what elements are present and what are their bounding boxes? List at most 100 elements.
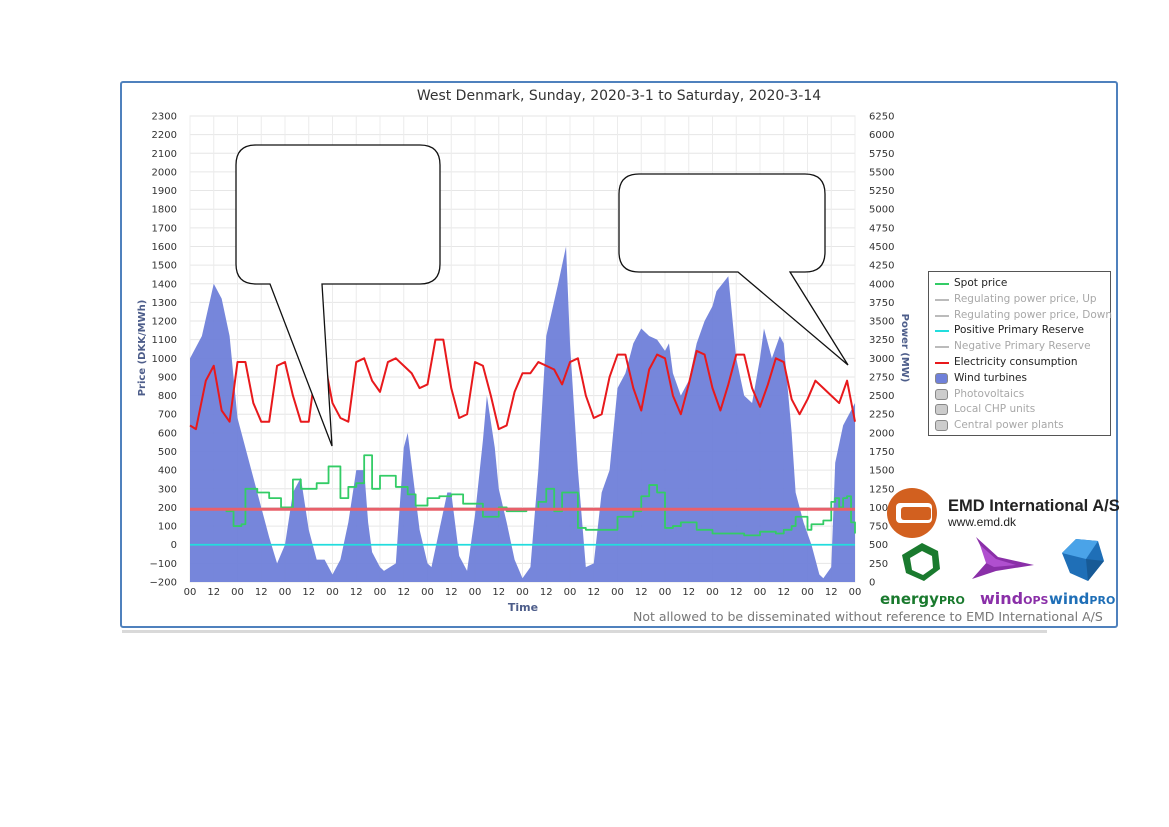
energypro-logo-icon (902, 543, 940, 581)
left-tick-label: 1100 (152, 335, 177, 346)
legend-line-swatch (935, 283, 949, 285)
left-tick-label: 2000 (152, 167, 177, 178)
speech-bubble-right (618, 173, 849, 366)
right-tick-label: 3000 (869, 354, 894, 365)
legend-label: Positive Primary Reserve (954, 324, 1084, 337)
x-tick-label: 00 (374, 587, 387, 598)
logos (887, 488, 1104, 581)
legend-box-swatch (935, 388, 948, 400)
right-tick-label: 5250 (869, 186, 894, 197)
legend-line-swatch (935, 361, 949, 364)
x-tick-label: 00 (231, 587, 244, 598)
windops-logo-icon (972, 537, 1034, 579)
right-tick-label: 4750 (869, 223, 894, 234)
left-tick-label: 1500 (152, 261, 177, 272)
x-axis-title: Time (508, 601, 538, 614)
legend-line-swatch (935, 314, 949, 317)
left-axis-ticks: −200 −100 0 100 200 300 400 500 600 700 800 900 1000… (150, 112, 177, 589)
legend-line-swatch (935, 298, 949, 301)
legend-item-regulating-power-price-up[interactable]: Regulating power price, Up (933, 292, 1110, 308)
right-tick-label: 5750 (869, 149, 894, 160)
frame-shadow (122, 630, 1047, 633)
x-tick-label: 12 (492, 587, 505, 598)
legend-item-negative-primary-reserve[interactable]: Negative Primary Reserve (933, 339, 1110, 355)
x-tick-label: 12 (730, 587, 743, 598)
legend-label: Central power plants (954, 419, 1064, 432)
x-tick-label: 00 (801, 587, 814, 598)
right-tick-label: 250 (869, 559, 888, 570)
left-tick-label: 500 (158, 447, 177, 458)
speech-bubble-left (235, 144, 441, 447)
left-tick-label: 1000 (152, 354, 177, 365)
left-tick-label: 1900 (152, 186, 177, 197)
left-tick-label: 1600 (152, 242, 177, 253)
legend-label: Regulating power price, Up (954, 292, 1097, 305)
legend-label: Wind turbines (954, 371, 1027, 384)
legend-item-regulating-power-price-down[interactable]: Regulating power price, Down (933, 308, 1112, 324)
left-tick-label: 2300 (152, 112, 177, 123)
right-tick-label: 500 (869, 540, 888, 551)
emd-logo-icon (887, 488, 937, 538)
right-tick-label: 5500 (869, 167, 894, 178)
left-axis-title: Price (DKK/MWh) (137, 300, 148, 397)
legend-label: Photovoltaics (954, 387, 1025, 400)
legend-item-spot-price[interactable]: Spot price (933, 276, 1110, 292)
legend-item-positive-primary-reserve[interactable]: Positive Primary Reserve (933, 323, 1110, 339)
left-tick-label: 1200 (152, 317, 177, 328)
legend-item-photovoltaics[interactable]: Photovoltaics (933, 387, 1110, 403)
x-tick-label: 12 (635, 587, 648, 598)
right-tick-label: 2750 (869, 372, 894, 383)
legend: Spot price Regulating power price, Up Regu… (928, 271, 1112, 436)
x-tick-label: 12 (445, 587, 458, 598)
legend-line-swatch (935, 346, 949, 349)
x-tick-label: 12 (350, 587, 363, 598)
x-tick-label: 00 (421, 587, 434, 598)
legend-box-swatch (935, 420, 948, 432)
left-tick-label: 200 (158, 503, 177, 514)
right-tick-label: 6000 (869, 130, 894, 141)
legend-item-local-chp-units[interactable]: Local CHP units (933, 402, 1110, 418)
right-tick-label: 4000 (869, 279, 894, 290)
x-tick-label: 12 (825, 587, 838, 598)
left-tick-label: 900 (158, 372, 177, 383)
x-tick-label: 12 (587, 587, 600, 598)
left-tick-label: 600 (158, 428, 177, 439)
energypro-brand: energyPRO (880, 590, 965, 608)
left-tick-label: 400 (158, 466, 177, 477)
right-axis-ticks: 0 250 500 750 1000 1250 1500 1750 2000 2250 2500 27… (869, 112, 894, 589)
x-tick-label: 00 (754, 587, 767, 598)
x-tick-label: 00 (279, 587, 292, 598)
right-tick-label: 3500 (869, 317, 894, 328)
right-tick-label: 6250 (869, 112, 894, 123)
right-tick-label: 2250 (869, 410, 894, 421)
legend-box-swatch (935, 404, 948, 416)
right-tick-label: 4250 (869, 261, 894, 272)
x-tick-label: 00 (611, 587, 624, 598)
disclaimer: Not allowed to be disseminated without r… (633, 609, 1103, 624)
emd-url: www.emd.dk (948, 515, 1017, 529)
x-tick-label: 12 (397, 587, 410, 598)
legend-item-wind-turbines[interactable]: Wind turbines (933, 371, 1110, 387)
right-tick-label: 0 (869, 578, 875, 589)
right-tick-label: 1250 (869, 484, 894, 495)
legend-label: Local CHP units (954, 403, 1036, 416)
legend-item-electricity-consumption[interactable]: Electricity consumption (933, 355, 1110, 371)
branding-area: EMD International A/S www.emd.dk energyP… (876, 485, 1120, 613)
left-tick-label: 100 (158, 522, 177, 533)
x-tick-label: 12 (682, 587, 695, 598)
legend-item-central-power-plants[interactable]: Central power plants (933, 418, 1110, 434)
x-tick-label: 00 (184, 587, 197, 598)
left-tick-label: 0 (171, 540, 177, 551)
left-tick-label: 1300 (152, 298, 177, 309)
left-tick-label: 300 (158, 484, 177, 495)
left-tick-label: 1700 (152, 223, 177, 234)
x-tick-label: 12 (540, 587, 553, 598)
x-tick-label: 12 (255, 587, 268, 598)
left-tick-label: 1800 (152, 205, 177, 216)
x-tick-label: 00 (469, 587, 482, 598)
legend-label: Electricity consumption (954, 355, 1078, 368)
right-tick-label: 2000 (869, 428, 894, 439)
right-tick-label: 1000 (869, 503, 894, 514)
x-tick-label: 00 (326, 587, 339, 598)
